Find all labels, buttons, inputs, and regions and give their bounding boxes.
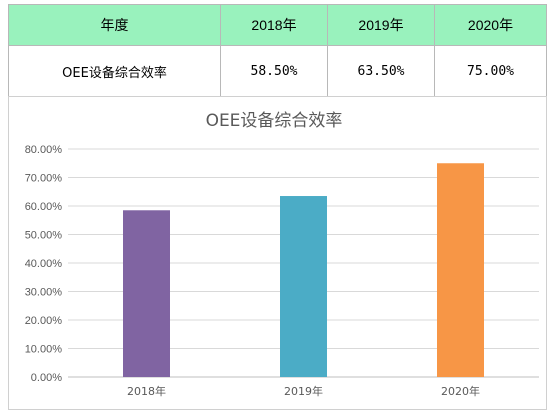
y-tick-label: 0.00% xyxy=(31,372,62,384)
y-tick-label: 10.00% xyxy=(25,344,63,356)
y-tick-label: 30.00% xyxy=(25,287,63,299)
bar xyxy=(123,210,170,377)
header-2019: 2019年 xyxy=(327,4,435,46)
row-label: OEE设备综合效率 xyxy=(8,45,221,98)
value-2018: 58.50% xyxy=(220,45,328,98)
header-year: 年度 xyxy=(8,4,221,46)
y-tick-label: 50.00% xyxy=(25,230,63,242)
bar xyxy=(437,163,484,377)
chart-area: OEE设备综合效率 0.00% 10.00% 20.00% 30.00% 40.00% 5… xyxy=(8,96,547,410)
chart-title: OEE设备综合效率 xyxy=(206,111,343,131)
y-tick-label: 60.00% xyxy=(25,201,63,213)
y-tick-label: 40.00% xyxy=(25,258,63,270)
bar-chart: OEE设备综合效率 0.00% 10.00% 20.00% 30.00% 40.00% 5… xyxy=(25,111,539,398)
x-tick-label: 2020年 xyxy=(441,384,480,398)
value-2019: 63.50% xyxy=(327,45,435,98)
x-tick-label: 2019年 xyxy=(284,384,323,398)
table-row: OEE设备综合效率 58.50% 63.50% 75.00% xyxy=(8,45,547,98)
y-tick-label: 70.00% xyxy=(25,173,63,185)
y-tick-label: 20.00% xyxy=(25,315,63,327)
table-header-row: 年度 2018年 2019年 2020年 xyxy=(8,4,547,46)
data-table: 年度 2018年 2019年 2020年 OEE设备综合效率 58.50% 63… xyxy=(8,4,547,98)
bar xyxy=(280,196,327,377)
value-2020: 75.00% xyxy=(434,45,547,98)
x-tick-label: 2018年 xyxy=(127,384,166,398)
y-tick-label: 80.00% xyxy=(25,144,63,156)
header-2018: 2018年 xyxy=(220,4,328,46)
header-2020: 2020年 xyxy=(434,4,547,46)
